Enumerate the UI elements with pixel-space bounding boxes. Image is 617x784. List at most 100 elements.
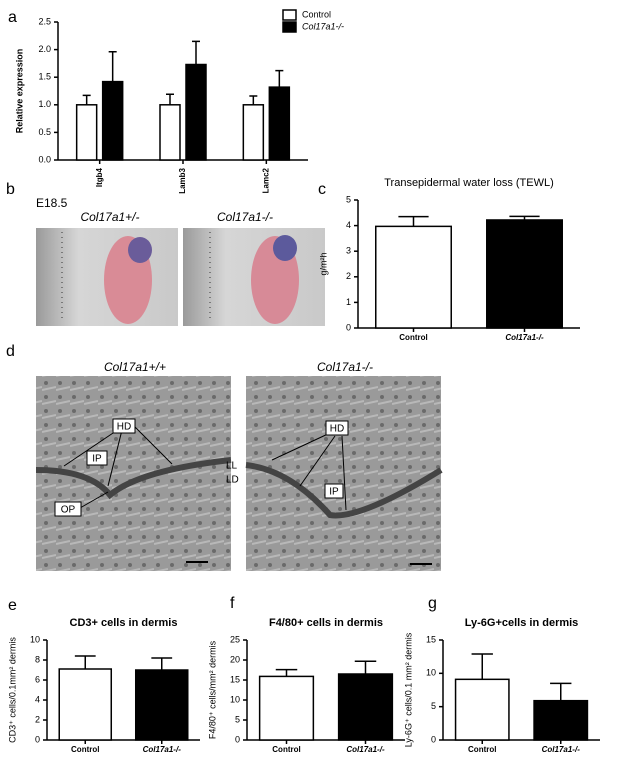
y-tick-label: 10	[426, 668, 436, 678]
error-bar	[82, 94, 91, 105]
chart-title: Transepidermal water loss (TEWL)	[384, 177, 554, 189]
y-tick-label: 0.0	[38, 154, 51, 164]
panel-label: d	[6, 343, 15, 360]
legend-swatch	[282, 9, 297, 21]
image-caption: Col17a1-/-	[217, 210, 273, 224]
panel-label: e	[8, 597, 17, 614]
y-tick-label: 0	[346, 322, 351, 332]
error-bar	[166, 93, 174, 105]
x-tick-label: Control	[71, 745, 99, 754]
image-caption: Col17a1+/-	[80, 210, 139, 224]
chart-title: Ly-6G+cells in dermis	[465, 617, 579, 629]
panel-label: g	[428, 595, 437, 612]
y-tick-label: 0	[235, 734, 240, 744]
error-bar	[354, 660, 377, 674]
y-axis-label: Relative expression	[14, 49, 24, 134]
image-caption: Col17a1-/-	[317, 360, 373, 374]
y-tick-label: 10	[30, 634, 40, 644]
x-tick-label: Col17a1-/-	[346, 745, 385, 754]
y-tick-label: 10	[230, 694, 240, 704]
error-bar	[108, 51, 117, 82]
bar	[533, 699, 589, 741]
y-axis-label: g/m²h	[318, 252, 328, 275]
y-tick-label: 2	[346, 271, 351, 281]
x-tick-label: Col17a1-/-	[505, 333, 544, 342]
y-axis-label: Ly-6G⁺ cells/0.1 mm² dermis	[403, 632, 413, 747]
y-tick-label: 15	[230, 674, 240, 684]
y-tick-label: 15	[426, 634, 436, 644]
annotation: LL	[226, 461, 238, 472]
micrograph	[35, 376, 232, 571]
error-bar	[471, 653, 493, 680]
bar	[337, 673, 394, 741]
error-bar	[550, 682, 572, 701]
y-tick-label: 0	[431, 734, 436, 744]
error-bar	[151, 657, 173, 670]
y-tick-label: 0.5	[38, 127, 51, 137]
bar	[258, 675, 315, 741]
y-tick-label: 5	[346, 194, 351, 204]
y-axis-label: F4/80⁺ cells/mm² dermis	[207, 640, 217, 739]
annotation: HD	[330, 424, 344, 435]
y-tick-label: 8	[35, 654, 40, 664]
y-tick-label: 0	[35, 734, 40, 744]
error-bar	[275, 69, 284, 88]
error-bar	[509, 215, 540, 220]
y-tick-label: 6	[35, 674, 40, 684]
y-tick-label: 1	[346, 297, 351, 307]
annotation: LD	[226, 475, 239, 486]
x-tick-label: Itgb4	[95, 167, 104, 187]
panel-label: f	[230, 595, 235, 612]
x-tick-label: Control	[468, 745, 496, 754]
bar	[268, 86, 291, 161]
photo	[36, 228, 178, 326]
y-tick-label: 2.0	[38, 44, 51, 54]
panel-label: c	[318, 181, 326, 198]
bar	[58, 668, 113, 741]
image-caption: Col17a1+/+	[104, 360, 166, 374]
y-tick-label: 20	[230, 654, 240, 664]
panel-label: a	[8, 9, 17, 26]
annotation-box	[54, 418, 349, 517]
bar	[454, 678, 510, 741]
x-tick-label: Lamc2	[261, 167, 270, 193]
y-tick-label: 5	[235, 714, 240, 724]
x-tick-label: Col17a1-/-	[143, 745, 182, 754]
annotation: IP	[329, 487, 339, 498]
y-tick-label: 2	[35, 714, 40, 724]
bar	[101, 80, 124, 161]
annotation: OP	[61, 505, 76, 516]
error-bar	[192, 40, 200, 65]
y-tick-label: 4	[346, 220, 351, 230]
arrows	[63, 426, 347, 511]
y-tick-label: 1.0	[38, 99, 51, 109]
x-tick-label: Col17a1-/-	[542, 745, 581, 754]
y-axis-label: CD3⁺ cells/0.1mm² dermis	[7, 637, 17, 743]
bar	[486, 219, 563, 329]
photo	[183, 228, 325, 326]
panel-label: b	[6, 181, 15, 198]
bar	[75, 104, 98, 161]
y-tick-label: 25	[230, 634, 240, 644]
x-tick-label: Control	[272, 745, 300, 754]
y-tick-label: 1.5	[38, 72, 51, 82]
x-tick-label: Control	[399, 333, 427, 342]
y-tick-label: 3	[346, 246, 351, 256]
legend-swatch	[282, 21, 297, 33]
chart-title: F4/80+ cells in dermis	[269, 617, 383, 629]
x-tick-label: Lamb3	[178, 167, 187, 193]
error-bar	[275, 668, 298, 677]
y-tick-label: 5	[431, 701, 436, 711]
bar	[242, 104, 265, 161]
bar	[159, 104, 181, 161]
bar	[375, 225, 452, 329]
micrograph	[245, 376, 443, 571]
error-bar	[398, 215, 429, 227]
annotation: HD	[117, 422, 131, 433]
error-bar	[74, 655, 96, 669]
annotation: IP	[92, 454, 102, 465]
error-bar	[249, 95, 258, 105]
stage-label: E18.5	[36, 196, 68, 210]
